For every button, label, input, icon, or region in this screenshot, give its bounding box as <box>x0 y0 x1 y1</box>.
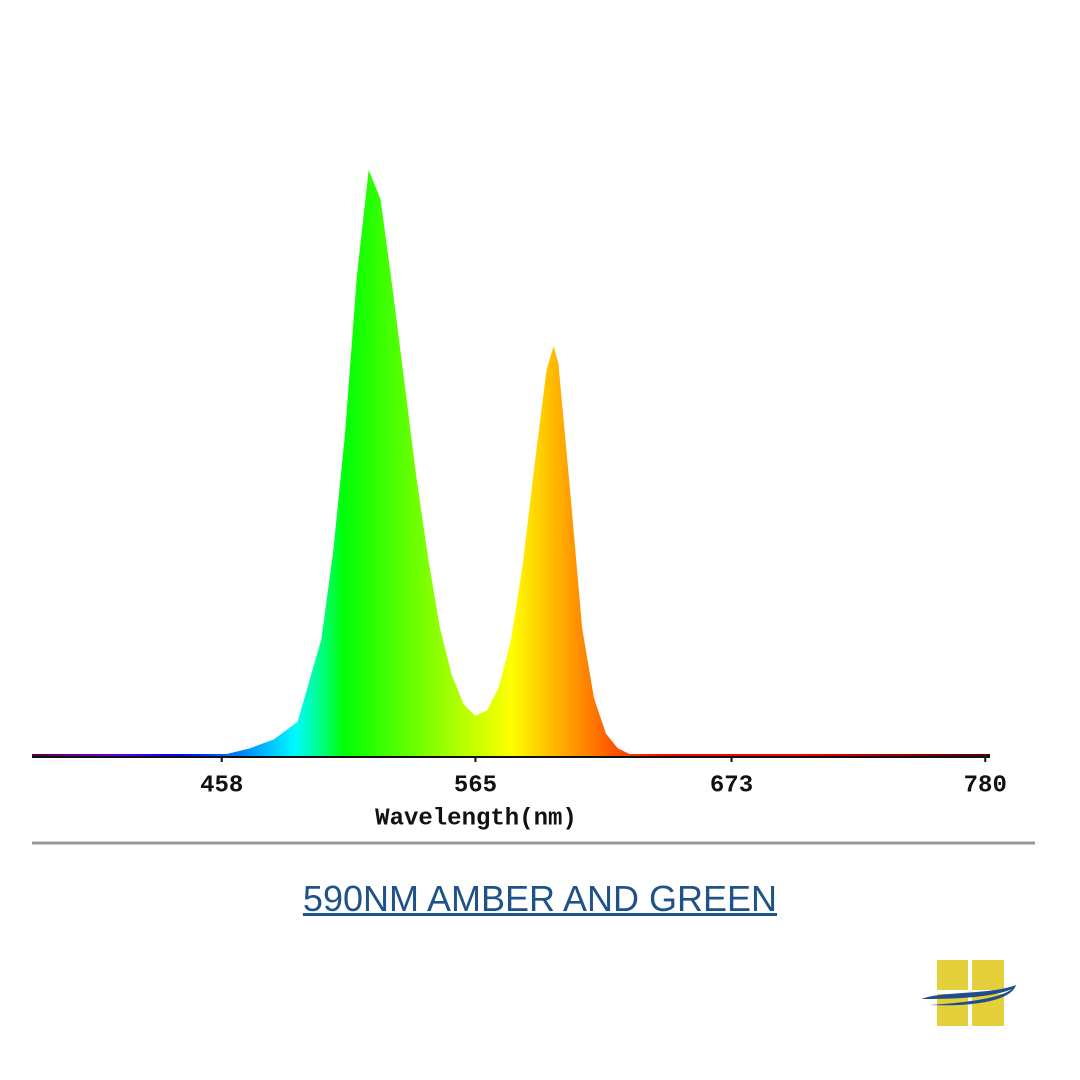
x-tick-label: 565 <box>454 772 497 799</box>
logo <box>922 960 1016 1026</box>
x-axis-label: Wavelength(nm) <box>375 805 577 832</box>
chart: Wavelength(nm) 458 565 673 780 <box>32 170 1035 845</box>
x-tick-label: 780 <box>964 772 1007 799</box>
caption-link[interactable]: 590NM AMBER AND GREEN <box>302 878 778 919</box>
x-tick-label: 673 <box>710 772 753 799</box>
spectrum-area <box>36 170 986 757</box>
x-tick-label: 458 <box>200 772 243 799</box>
